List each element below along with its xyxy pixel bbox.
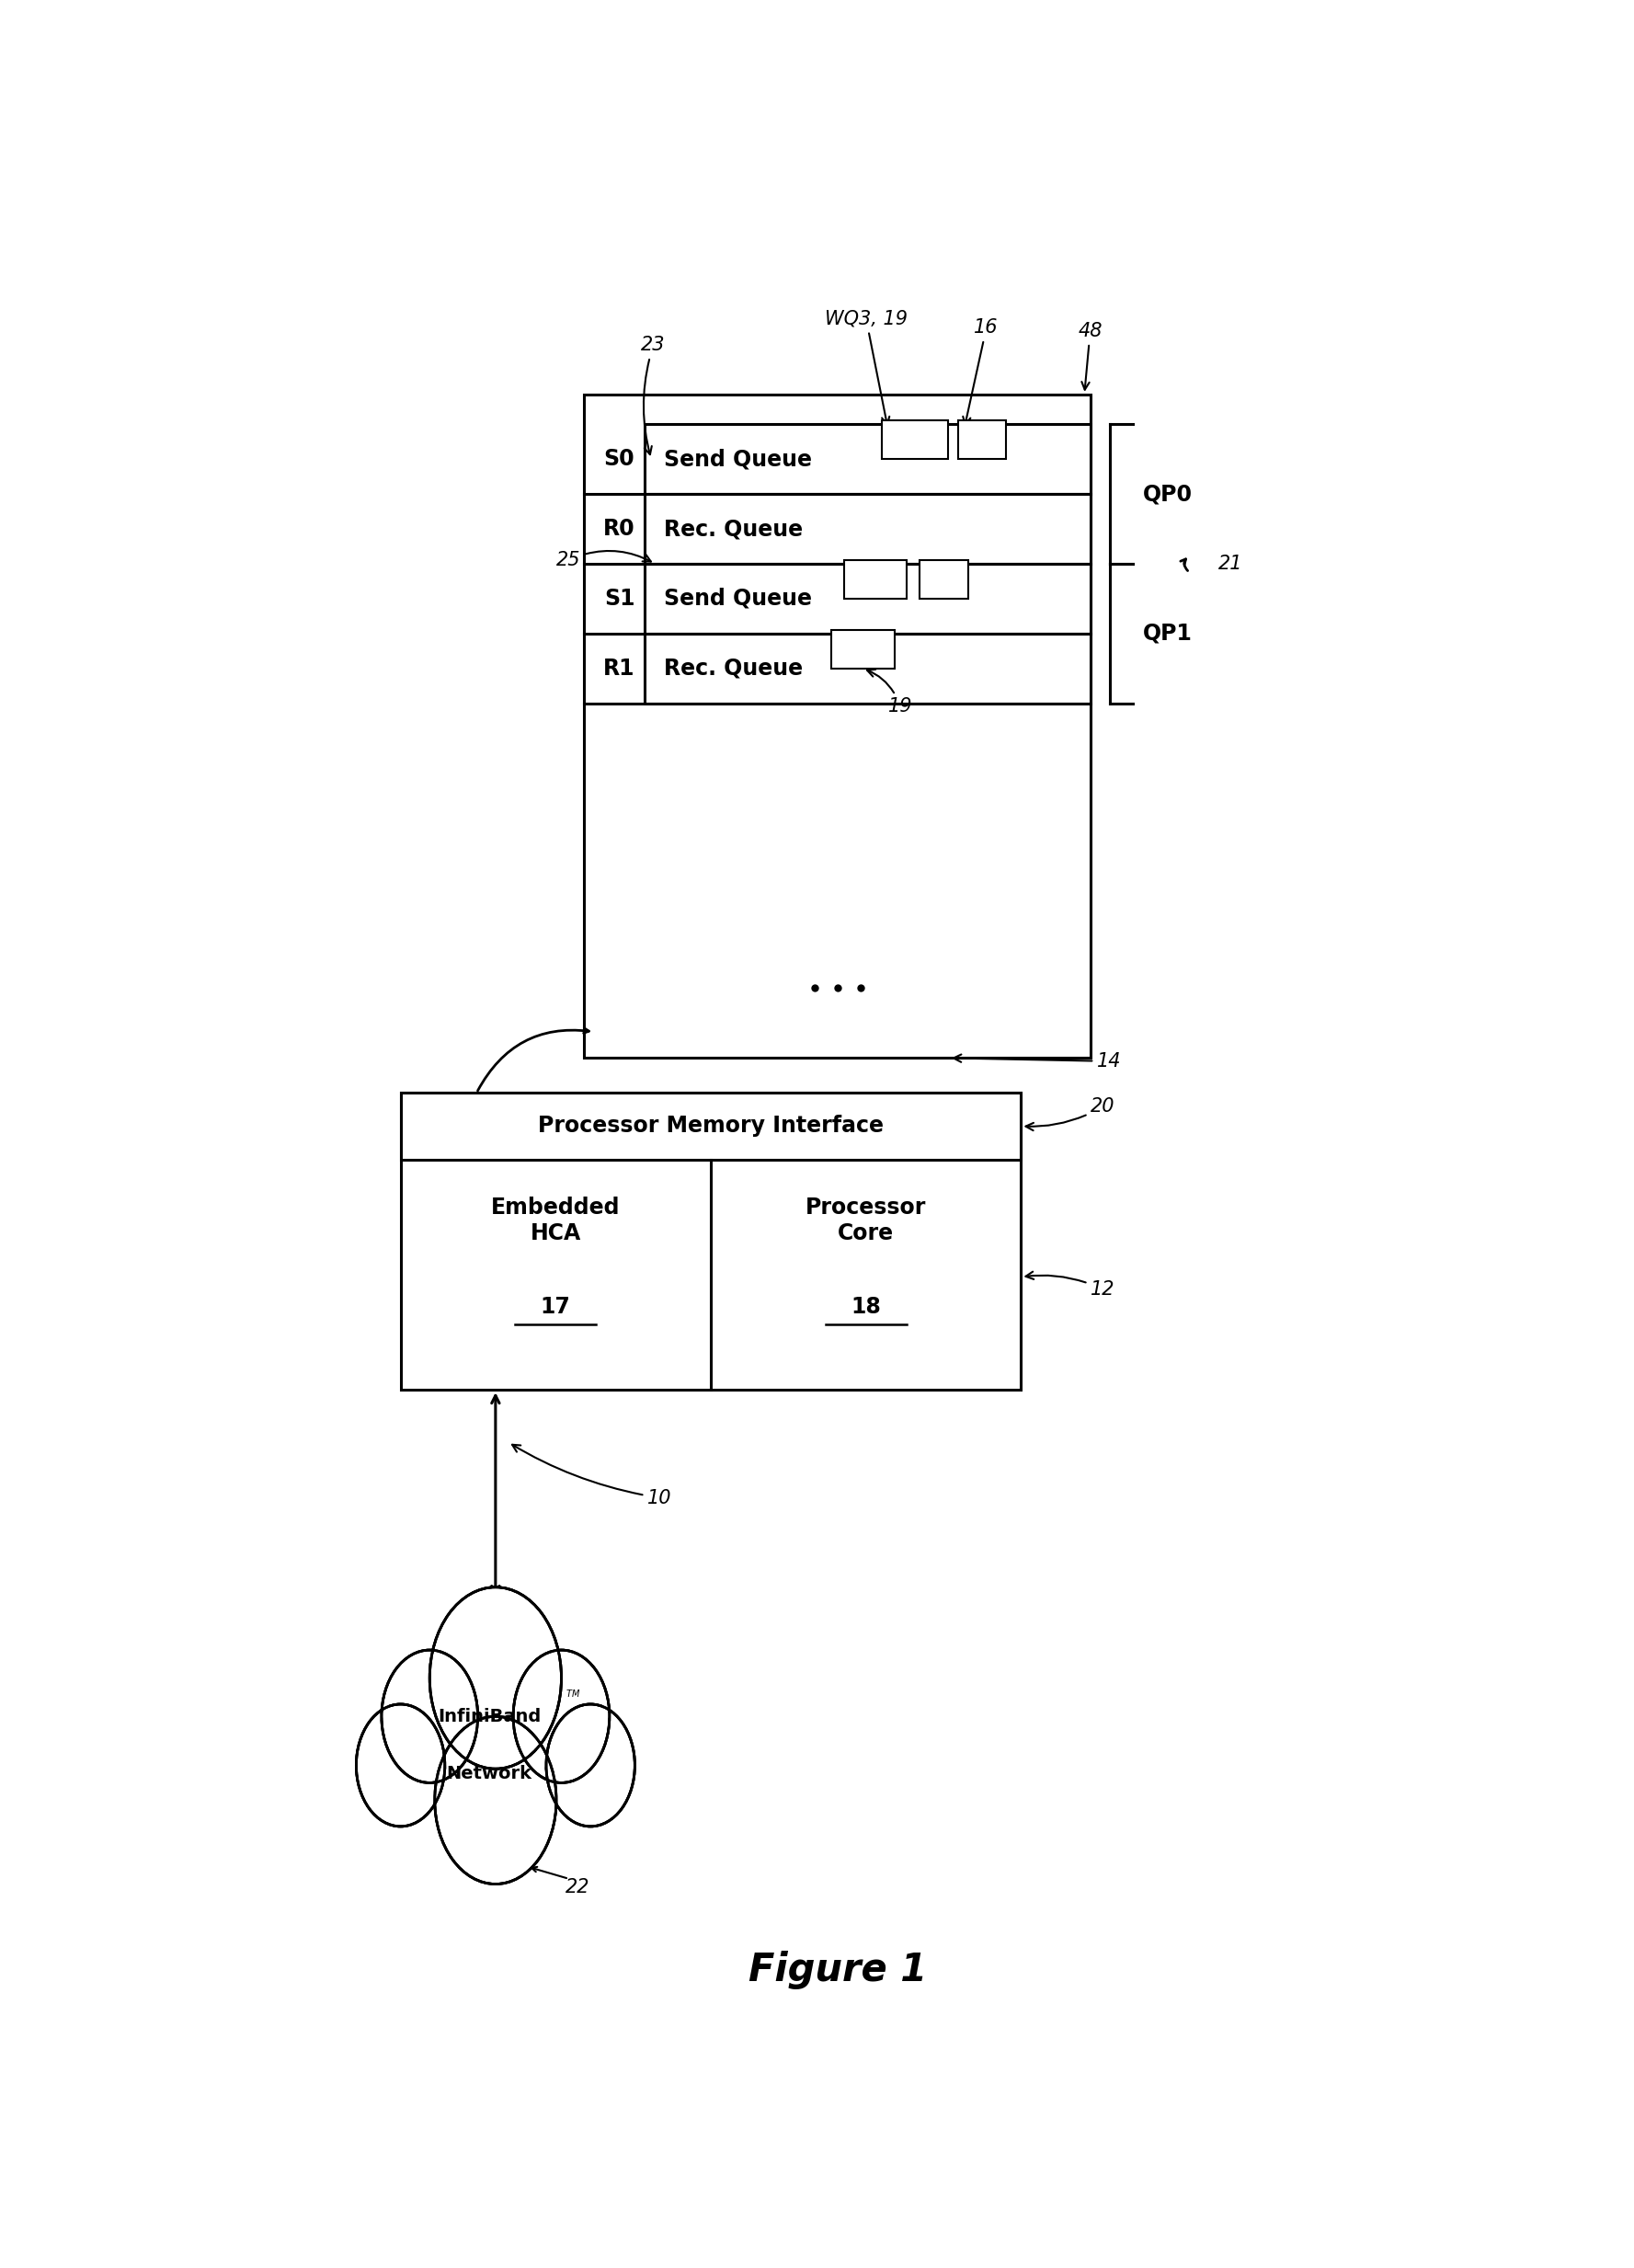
Circle shape	[430, 1588, 562, 1769]
Text: 14: 14	[954, 1052, 1121, 1070]
Bar	[958, 420, 1007, 458]
Ellipse shape	[373, 1656, 619, 1839]
Text: Embedded
HCA: Embedded HCA	[492, 1198, 621, 1245]
Text: Send Queue: Send Queue	[663, 587, 812, 610]
Text: Processor
Core: Processor Core	[806, 1198, 926, 1245]
Text: QP1: QP1	[1142, 624, 1193, 644]
Text: 23: 23	[641, 336, 665, 454]
Bar	[645, 424, 1092, 494]
Text: S1: S1	[605, 587, 634, 610]
Bar	[400, 1093, 1021, 1390]
Bar	[843, 560, 907, 599]
Circle shape	[513, 1651, 609, 1783]
Text: InfiniBand: InfiniBand	[438, 1708, 541, 1726]
Text: 17: 17	[541, 1295, 570, 1318]
Circle shape	[356, 1703, 444, 1826]
Text: 25: 25	[556, 551, 650, 569]
Text: 21: 21	[1219, 556, 1243, 574]
Text: 10: 10	[511, 1445, 672, 1506]
Text: 22: 22	[565, 1878, 590, 1896]
Text: R1: R1	[603, 658, 634, 680]
Text: 12: 12	[1026, 1272, 1114, 1300]
Text: Send Queue: Send Queue	[663, 449, 812, 469]
Bar	[882, 420, 948, 458]
Text: 18: 18	[851, 1295, 881, 1318]
Text: WQ3, 19: WQ3, 19	[825, 311, 907, 424]
Circle shape	[382, 1651, 477, 1783]
Bar	[400, 1093, 1021, 1159]
Text: 19: 19	[868, 669, 912, 717]
Ellipse shape	[387, 1692, 603, 1839]
Bar	[645, 494, 1092, 565]
Circle shape	[435, 1717, 556, 1885]
Bar	[920, 560, 967, 599]
Circle shape	[546, 1703, 634, 1826]
Text: Rec. Queue: Rec. Queue	[663, 658, 802, 680]
Text: Network: Network	[446, 1765, 533, 1783]
Bar	[645, 633, 1092, 703]
Text: Rec. Queue: Rec. Queue	[663, 517, 802, 540]
Text: 20: 20	[1026, 1098, 1114, 1129]
Text: 16: 16	[962, 318, 998, 424]
Ellipse shape	[369, 1651, 623, 1844]
Text: 48: 48	[1078, 322, 1103, 390]
Bar	[585, 395, 1090, 1057]
Text: QP0: QP0	[1142, 483, 1193, 506]
Text: S0: S0	[605, 449, 634, 469]
Text: Processor Memory Interface: Processor Memory Interface	[538, 1116, 884, 1136]
Bar	[645, 565, 1092, 633]
Bar	[832, 631, 894, 669]
Text: R0: R0	[603, 517, 634, 540]
Text: Figure 1: Figure 1	[748, 1950, 926, 1989]
Text: $^{TM}$: $^{TM}$	[565, 1690, 580, 1701]
